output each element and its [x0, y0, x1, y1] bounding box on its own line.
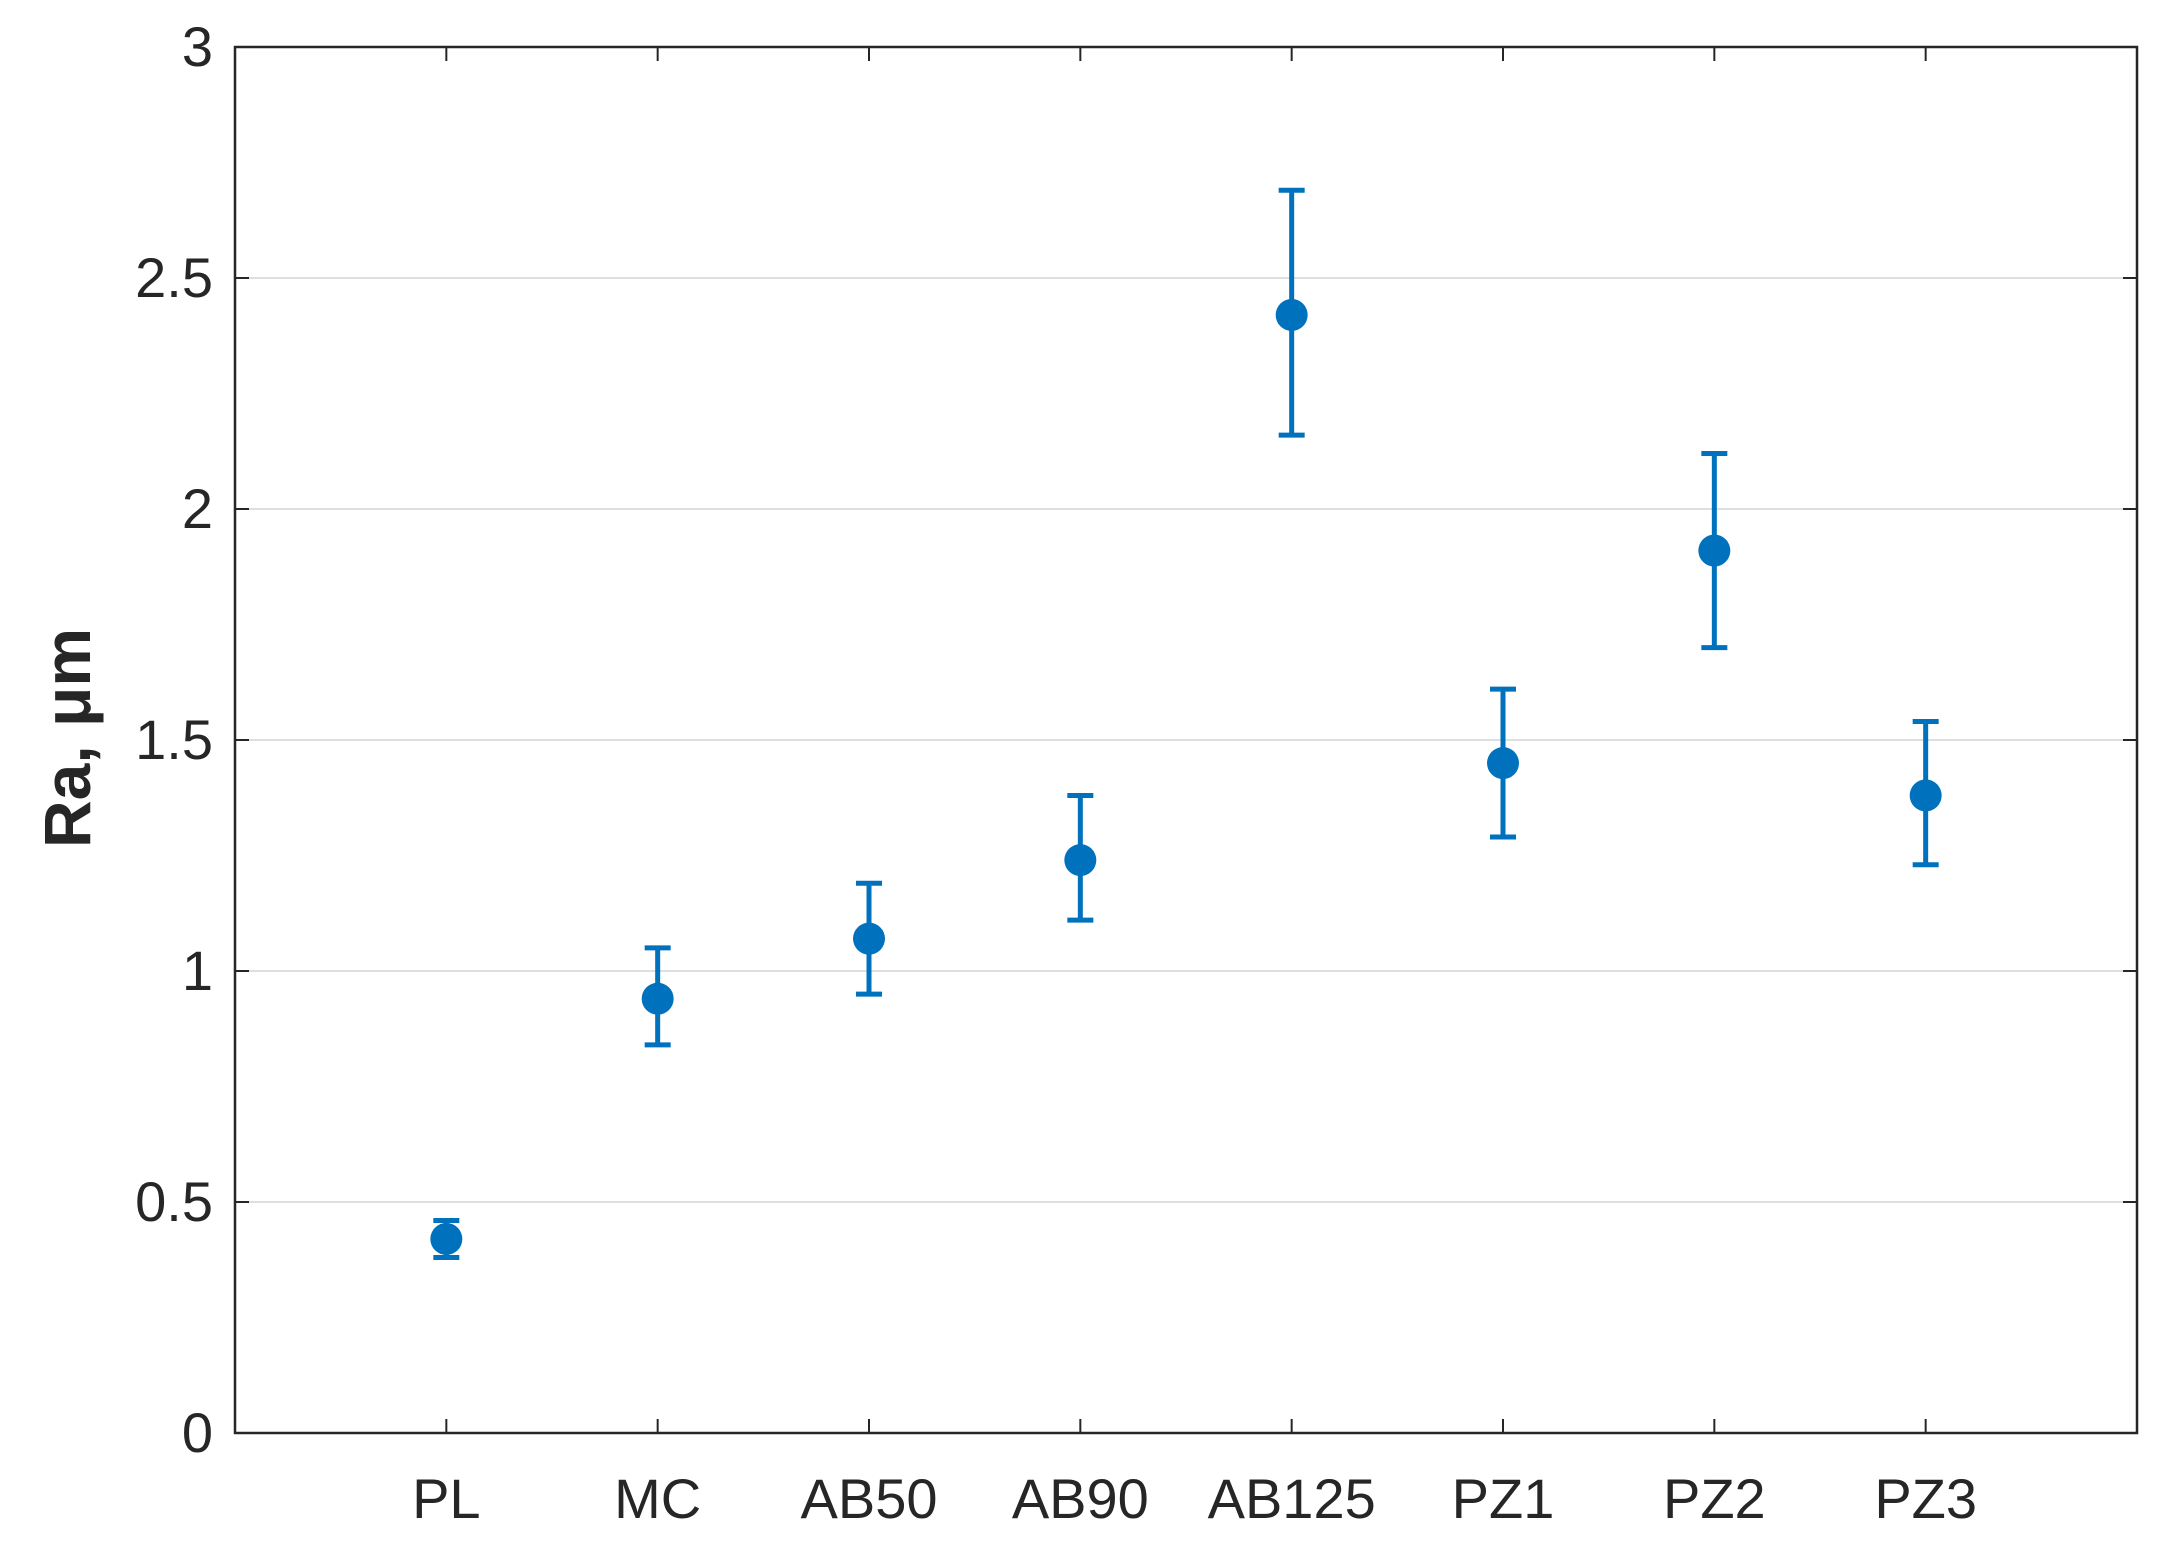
y-tick-label: 2: [182, 477, 213, 540]
y-tick-label: 1.5: [135, 708, 213, 771]
data-point-ab90: [1064, 792, 1097, 923]
x-tick-label-pz3: PZ3: [1874, 1467, 1977, 1530]
marker-point: [1064, 844, 1097, 877]
data-point-ab50: [853, 880, 885, 997]
data-point-pl: [430, 1217, 463, 1260]
x-tick-label-ab125: AB125: [1208, 1467, 1376, 1530]
y-tick-label: 1: [182, 939, 213, 1002]
data-point-pz1: [1487, 686, 1519, 840]
data-point-mc: [641, 945, 674, 1048]
y-tick-label: 0: [182, 1401, 213, 1464]
data-point-pz2: [1698, 451, 1731, 651]
y-tick-label: 0.5: [135, 1170, 213, 1233]
marker-point: [1698, 534, 1731, 567]
x-tick-label-mc: MC: [614, 1467, 701, 1530]
y-tick-label: 2.5: [135, 246, 213, 309]
x-tick-label-pl: PL: [412, 1467, 481, 1530]
data-layer: [430, 187, 1942, 1260]
y-axis-title: Ra, μm: [30, 628, 104, 848]
y-tick-label: 3: [182, 15, 213, 78]
marker-point: [1275, 298, 1308, 331]
marker-point: [430, 1222, 463, 1255]
marker-point: [1909, 779, 1942, 812]
x-tick-label-ab50: AB50: [801, 1467, 938, 1530]
data-point-ab125: [1275, 187, 1308, 438]
marker-point: [1487, 747, 1519, 780]
marker-point: [853, 922, 885, 955]
x-tick-label-pz2: PZ2: [1663, 1467, 1766, 1530]
data-point-pz3: [1909, 719, 1942, 868]
tick-layer: 0 0.5 1 1.5 2 2.5 3 PL MC AB50 AB90 AB125 PZ1 PZ2 PZ3: [135, 15, 2137, 1530]
x-tick-label-ab90: AB90: [1012, 1467, 1149, 1530]
marker-point: [641, 982, 674, 1015]
grid-layer: [235, 277, 2137, 1203]
x-tick-label-pz1: PZ1: [1452, 1467, 1555, 1530]
